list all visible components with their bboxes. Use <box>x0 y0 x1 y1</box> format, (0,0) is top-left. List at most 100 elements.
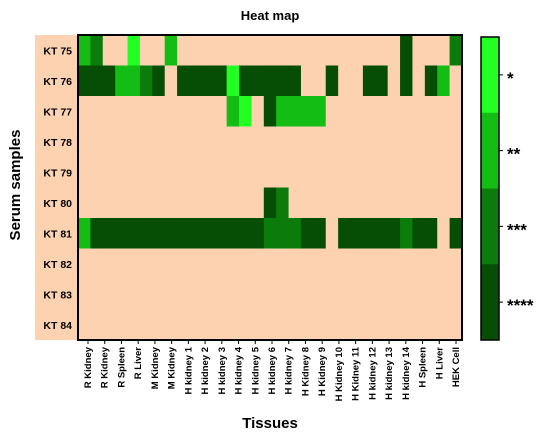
heatmap-cell <box>350 35 364 66</box>
heatmap-cell <box>189 187 203 219</box>
heatmap-cell <box>115 248 129 280</box>
heatmap-cell <box>424 35 438 66</box>
heatmap-cell <box>226 218 240 249</box>
heatmap-cell <box>400 279 413 310</box>
heatmap-cell <box>177 309 190 341</box>
heatmap-cell <box>139 96 153 127</box>
heatmap-cell <box>78 279 91 310</box>
heatmap-cell <box>350 65 364 97</box>
heatmap-cell <box>449 157 463 188</box>
heatmap-cell <box>338 218 352 249</box>
heatmap-cell <box>400 248 413 280</box>
heatmap-cell <box>90 96 104 127</box>
heatmap-cell <box>400 126 413 158</box>
heatmap-cell <box>226 157 240 188</box>
heatmap-cell <box>214 218 228 249</box>
heatmap-cell <box>78 65 91 97</box>
y-tick-label: KT 77 <box>43 106 72 118</box>
heatmap-cell <box>424 126 438 158</box>
heatmap-cell <box>263 65 277 97</box>
heatmap-cell <box>263 126 277 158</box>
heatmap-cell <box>288 65 302 97</box>
heatmap-cell <box>313 218 327 249</box>
heatmap-cell <box>424 187 438 219</box>
heatmap-cell <box>90 35 104 66</box>
heatmap-cell <box>263 96 277 127</box>
heatmap-cell <box>152 96 166 127</box>
legend-swatch <box>481 37 499 114</box>
heatmap-cell <box>400 187 413 219</box>
heatmap-cell <box>300 157 314 188</box>
heatmap-cell <box>437 279 451 310</box>
heatmap-cell <box>189 157 203 188</box>
heatmap-cell <box>424 309 438 341</box>
heatmap-cell <box>449 65 463 97</box>
heatmap-cell <box>338 309 352 341</box>
heatmap-cell <box>152 309 166 341</box>
heatmap-cell <box>115 35 129 66</box>
heatmap-cell <box>375 248 389 280</box>
heatmap-cell <box>251 126 265 158</box>
heatmap-cell <box>325 187 339 219</box>
heatmap-cell <box>251 96 265 127</box>
heatmap-cell <box>375 279 389 310</box>
heatmap-cell <box>350 309 364 341</box>
heatmap-cell <box>338 35 352 66</box>
heatmap-cell <box>362 35 376 66</box>
heatmap-cell <box>400 65 413 97</box>
heatmap-cell <box>325 248 339 280</box>
x-tick-label: R Kidney <box>100 346 111 388</box>
heatmap-cell <box>412 157 426 188</box>
heatmap-cell <box>102 309 116 341</box>
heatmap-cell <box>127 248 141 280</box>
heatmap-cell <box>375 65 389 97</box>
heatmap-cell <box>127 65 141 97</box>
heatmap-cell <box>115 157 129 188</box>
heatmap-cell <box>437 309 451 341</box>
heatmap-cell <box>350 248 364 280</box>
heatmap-cell <box>437 187 451 219</box>
heatmap-cell <box>449 96 463 127</box>
heatmap-cell <box>251 279 265 310</box>
heatmap-cell <box>412 126 426 158</box>
heatmap-cell <box>400 309 413 341</box>
heatmap-cell <box>362 157 376 188</box>
heatmap-cell <box>362 187 376 219</box>
heatmap-cell <box>362 309 376 341</box>
y-tick-label: KT 84 <box>43 320 72 332</box>
y-tick-label: KT 80 <box>43 198 72 210</box>
heatmap-cell <box>152 65 166 97</box>
heatmap-cell <box>90 279 104 310</box>
heatmap-cell <box>387 309 401 341</box>
heatmap-cell <box>449 248 463 280</box>
heatmap-cell <box>214 309 228 341</box>
heatmap-cell <box>78 157 91 188</box>
heatmap-cell <box>449 126 463 158</box>
plot-frame <box>77 34 463 341</box>
heatmap-cell <box>300 65 314 97</box>
x-tick-label: H kidney 5 <box>250 346 261 394</box>
heatmap-cell <box>139 35 153 66</box>
heatmap-cell <box>412 279 426 310</box>
heatmap-cell <box>325 218 339 249</box>
heatmap-cell <box>313 248 327 280</box>
heatmap-cell <box>189 96 203 127</box>
heatmap-cell <box>387 157 401 188</box>
heatmap-cell <box>152 126 166 158</box>
heatmap-cell <box>338 187 352 219</box>
heatmap-cell <box>424 248 438 280</box>
heatmap-cell <box>78 126 91 158</box>
heatmap-cell <box>239 157 252 188</box>
heatmap-cell <box>226 279 240 310</box>
heatmap-cell <box>288 309 302 341</box>
heatmap-cell <box>177 65 190 97</box>
x-tick-label: R Liver <box>133 347 144 380</box>
heatmap-cell <box>90 218 104 249</box>
heatmap-cell <box>400 218 413 249</box>
heatmap-cell <box>338 157 352 188</box>
x-tick-label: M Kidney <box>167 346 178 389</box>
heatmap-cell <box>424 218 438 249</box>
heatmap-cell <box>177 35 190 66</box>
x-tick-labels: R Kidney R Kidney R Spleen R Liver M Kidney M… <box>83 340 462 401</box>
